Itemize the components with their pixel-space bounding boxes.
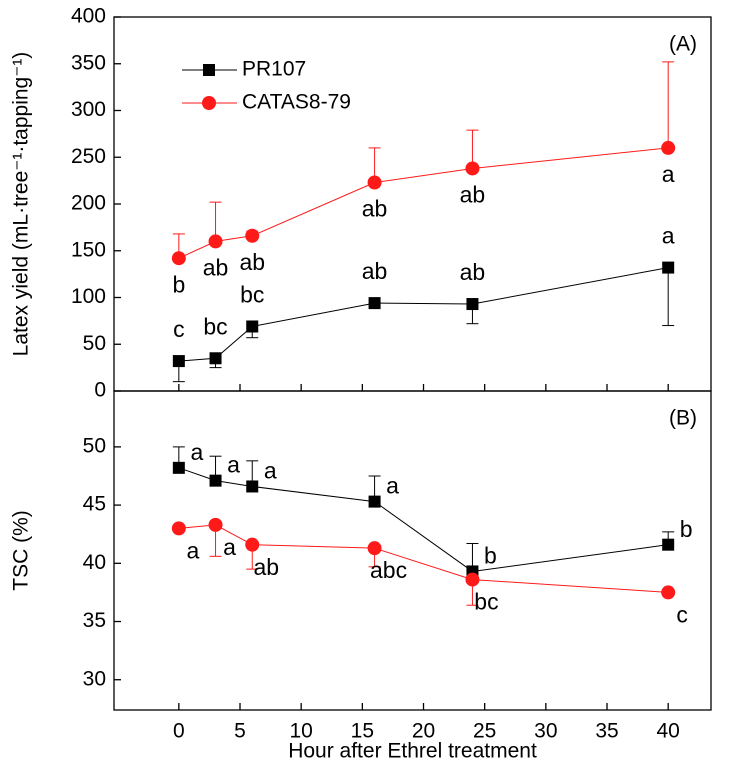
x-tick-label: 0 (173, 720, 185, 743)
significance-label: b (172, 271, 185, 297)
x-tick-label: 5 (234, 720, 246, 743)
data-point (465, 572, 480, 587)
significance-label: a (190, 439, 203, 465)
significance-label: ab (362, 258, 388, 284)
significance-label: ab (460, 182, 486, 208)
data-point (209, 474, 222, 487)
data-point (246, 320, 259, 333)
data-point (172, 355, 185, 368)
data-point (209, 352, 222, 365)
legend-label: PR107 (242, 58, 306, 81)
data-point (662, 261, 675, 274)
y-tick-label: 300 (71, 98, 106, 121)
legend-marker (202, 96, 216, 110)
y-tick-label: 400 (71, 5, 106, 28)
significance-label: a (223, 534, 236, 560)
y-tick-label: 100 (71, 285, 106, 308)
y-tick-label: 40 (83, 551, 106, 574)
significance-label: abc (370, 557, 407, 583)
significance-label: bc (474, 589, 498, 615)
y-tick-label: 200 (71, 192, 106, 215)
data-point (661, 585, 676, 600)
y-tick-label: 50 (83, 332, 106, 355)
data-point (246, 480, 259, 493)
y-tick-label: 30 (83, 667, 106, 690)
significance-label: b (680, 516, 693, 542)
significance-label: bc (240, 282, 264, 308)
significance-label: ab (460, 259, 486, 285)
y-tick-label: 45 (83, 493, 106, 516)
x-tick-label: 30 (534, 720, 557, 743)
legend-marker (203, 64, 215, 76)
significance-label: ab (253, 554, 279, 580)
significance-label: b (484, 543, 497, 569)
data-point (172, 461, 185, 474)
plot-frame (113, 390, 712, 711)
data-point (367, 175, 382, 190)
data-point (465, 161, 480, 176)
y-tick-label: 350 (71, 51, 106, 74)
x-tick-label: 10 (289, 720, 312, 743)
significance-label: a (662, 223, 675, 249)
significance-label: a (186, 537, 199, 563)
significance-label: a (386, 473, 399, 499)
x-tick-label: 15 (351, 720, 374, 743)
y-tick-label: 250 (71, 145, 106, 168)
x-tick-label: 40 (657, 720, 680, 743)
significance-label: a (227, 452, 240, 478)
panel-label: (A) (669, 33, 697, 56)
data-point (466, 298, 479, 311)
data-point (245, 228, 260, 243)
y-axis-label: Latex yield (mL·tree⁻¹·tapping⁻¹) (10, 52, 33, 357)
significance-label: a (264, 458, 277, 484)
y-tick-label: 35 (83, 609, 106, 632)
data-point (662, 538, 675, 551)
x-tick-label: 20 (412, 720, 435, 743)
y-tick-label: 50 (83, 434, 106, 457)
data-point (245, 537, 260, 552)
data-point (171, 251, 186, 266)
significance-label: ab (239, 249, 265, 275)
series-line (178, 467, 669, 572)
data-point (661, 140, 676, 155)
y-tick-label: 0 (94, 379, 106, 402)
x-tick-label: 35 (595, 720, 618, 743)
data-point (367, 541, 382, 556)
x-axis-label: Hour after Ethrel treatment (288, 740, 537, 763)
data-point (368, 495, 381, 508)
y-tick-label: 150 (71, 238, 106, 261)
data-point (368, 297, 381, 310)
data-point (171, 521, 186, 536)
significance-label: bc (203, 313, 227, 339)
panel-label: (B) (669, 407, 697, 430)
significance-label: ab (203, 254, 229, 280)
significance-label: ab (362, 196, 388, 222)
significance-label: c (173, 316, 185, 342)
data-point (208, 517, 223, 532)
x-tick-label: 25 (473, 720, 496, 743)
significance-label: c (676, 601, 688, 627)
data-point (208, 234, 223, 249)
series-line (178, 267, 669, 362)
y-axis-label: TSC (%) (10, 510, 33, 591)
legend-label: CATAS8-79 (242, 91, 351, 114)
significance-label: a (662, 161, 675, 187)
